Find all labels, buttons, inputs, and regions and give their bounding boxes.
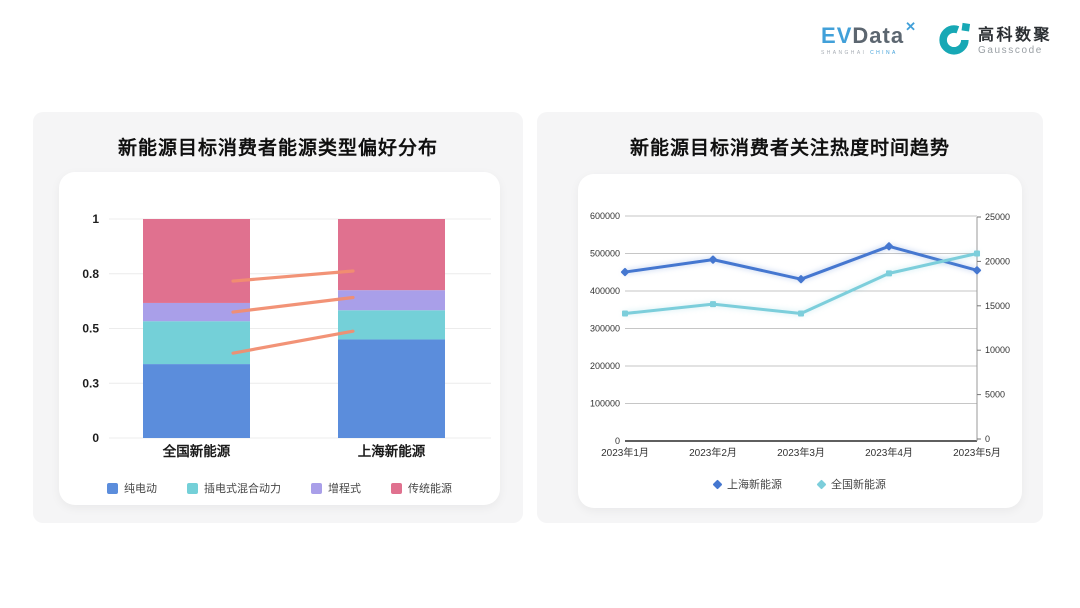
svg-text:上海新能源: 上海新能源 [358, 443, 426, 459]
legend-label: 插电式混合动力 [204, 483, 281, 495]
evdata-x-icon: ✕ [905, 19, 917, 34]
svg-text:10000: 10000 [985, 345, 1010, 355]
svg-text:2023年2月: 2023年2月 [689, 446, 737, 459]
line-chart-card: 新能源目标消费者关注热度时间趋势 0 100000 200000 300000 4000… [537, 112, 1043, 523]
legend-label: 增程式 [328, 483, 361, 495]
svg-text:2023年5月: 2023年5月 [953, 446, 1001, 459]
line-chart-legend: 上海新能源 全国新能源 [578, 476, 1022, 492]
phev-swatch-icon [187, 482, 198, 494]
legend-label: 上海新能源 [727, 479, 782, 491]
legend-item-national[interactable]: 全国新能源 [816, 476, 886, 492]
svg-text:2023年4月: 2023年4月 [865, 446, 913, 459]
shanghai-marker-icon [712, 479, 723, 489]
gausscode-g-icon [937, 22, 971, 61]
bar-chart[interactable]: 0 0.3 0.5 0.8 1 全国新能源 上海新能源 [59, 172, 500, 505]
svg-text:0: 0 [985, 434, 990, 444]
evdata-logo: EVData✕ SHANGHAI CHINA [821, 20, 917, 56]
svg-text:15000: 15000 [985, 301, 1010, 311]
svg-text:0: 0 [615, 436, 620, 446]
svg-text:0.3: 0.3 [82, 376, 99, 390]
svg-text:25000: 25000 [985, 212, 1010, 222]
bar-chart-panel: 0 0.3 0.5 0.8 1 全国新能源 上海新能源 纯电动 插电式混合动力 增程式 传统… [59, 172, 500, 505]
svg-text:1: 1 [92, 212, 99, 226]
legend-label: 全国新能源 [831, 479, 886, 491]
line-chart-panel: 0 100000 200000 300000 400000 500000 600000 0 50… [578, 174, 1022, 508]
bar-chart-legend: 纯电动 插电式混合动力 增程式 传统能源 [59, 480, 500, 496]
legend-item-phev[interactable]: 插电式混合动力 [187, 480, 281, 496]
bar-chart-title: 新能源目标消费者能源类型偏好分布 [117, 138, 438, 159]
erev-swatch-icon [311, 482, 322, 494]
evdata-ev-text: EV [821, 23, 853, 48]
svg-text:0.8: 0.8 [82, 267, 99, 281]
svg-text:2023年3月: 2023年3月 [777, 446, 825, 459]
svg-text:20000: 20000 [985, 256, 1010, 266]
bar-chart-card: 新能源目标消费者能源类型偏好分布 0 0.3 0.5 0.8 1 全国新能源 上海新能源 纯… [33, 112, 523, 523]
svg-text:全国新能源: 全国新能源 [162, 443, 231, 459]
legend-label: 纯电动 [124, 483, 157, 495]
legend-item-traditional[interactable]: 传统能源 [391, 480, 452, 496]
gausscode-cn-name: 高科数聚 [977, 26, 1052, 44]
svg-text:400000: 400000 [590, 286, 620, 296]
svg-text:600000: 600000 [590, 211, 620, 221]
national-marker-icon [816, 479, 827, 489]
evdata-data-text: Data [852, 23, 905, 48]
legend-item-shanghai[interactable]: 上海新能源 [712, 476, 782, 492]
evdata-subtitle: SHANGHAI CHINA [821, 50, 898, 56]
svg-text:200000: 200000 [590, 361, 620, 371]
svg-text:500000: 500000 [590, 249, 620, 259]
gausscode-en-name: Gausscode [977, 45, 1043, 57]
evdata-wordmark: EVData✕ [821, 20, 917, 48]
gausscode-logo: 高科数聚 Gausscode [937, 22, 1052, 61]
svg-text:0.5: 0.5 [82, 322, 99, 336]
svg-text:5000: 5000 [985, 390, 1005, 400]
legend-label: 传统能源 [408, 483, 452, 495]
logo-header: EVData✕ SHANGHAI CHINA 高科数聚 Gausscode [821, 20, 1052, 61]
svg-text:300000: 300000 [590, 324, 620, 334]
line-chart-title: 新能源目标消费者关注热度时间趋势 [629, 138, 950, 159]
line-chart[interactable]: 0 100000 200000 300000 400000 500000 600000 0 50… [578, 174, 1022, 508]
svg-text:2023年1月: 2023年1月 [601, 446, 649, 459]
svg-text:100000: 100000 [590, 399, 620, 409]
legend-item-erev[interactable]: 增程式 [311, 480, 361, 496]
legend-item-pure-electric[interactable]: 纯电动 [107, 480, 157, 496]
traditional-swatch-icon [391, 482, 402, 494]
pure-electric-swatch-icon [107, 482, 118, 494]
svg-text:0: 0 [92, 431, 99, 445]
